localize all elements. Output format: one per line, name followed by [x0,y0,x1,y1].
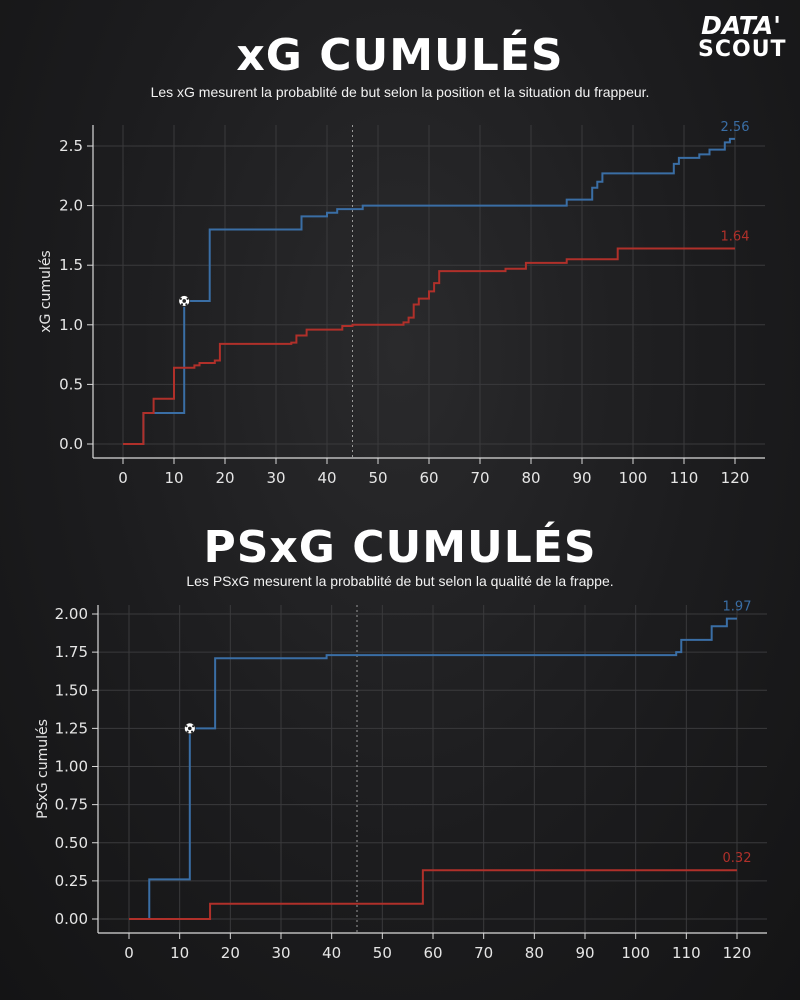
x-tick-label: 120 [723,944,752,962]
y-tick-label: 1.25 [55,719,88,737]
y-axis-label: PSxG cumulés [35,719,51,819]
end-value-label-blue: 2.56 [721,120,750,135]
x-tick-label: 120 [721,469,750,487]
series-line-red [129,869,737,920]
xg-chart-subtitle: Les xG mesurent la probablité de but sel… [150,84,650,100]
x-tick-label: 80 [525,944,544,962]
x-tick-label: 50 [373,944,392,962]
x-tick-label: 40 [322,944,341,962]
y-tick-label: 0.5 [59,375,83,393]
logo-line-2: SCOUT [698,37,787,62]
psxg-chart-subtitle: Les PSxG mesurent la probablité de but s… [186,573,614,589]
y-tick-label: 1.5 [59,256,83,274]
xg-chart-title: xG CUMULÉS [236,30,564,81]
series-line-blue [129,617,737,920]
datascout-logo: DATA' SCOUT [698,11,787,62]
x-tick-label: 50 [368,469,387,487]
x-tick-label: 110 [672,944,701,962]
end-value-label-red: 1.64 [721,230,750,245]
y-tick-label: 0.00 [55,910,88,928]
y-tick-label: 0.25 [55,872,88,890]
x-tick-label: 90 [572,469,591,487]
y-tick-label: 0.50 [55,834,88,852]
end-value-label-blue: 1.97 [723,600,752,615]
x-tick-label: 70 [474,944,493,962]
x-tick-label: 90 [575,944,594,962]
y-tick-label: 2.00 [55,605,88,623]
y-tick-label: 0.75 [55,796,88,814]
psxg-cumulative-chart: 0 10 20 30 40 50 60 70 80 90 100 110 120 0.00 0.25 0.50… [35,600,767,962]
y-tick-label: 1.00 [55,758,88,776]
x-tick-label: 0 [118,469,128,487]
xg-cumulative-chart: 0 10 20 30 40 50 60 70 80 90 100 110 120 0.0 0.5 1.0 1.5… [38,120,765,487]
x-tick-label: 20 [221,944,240,962]
x-tick-label: 20 [215,469,234,487]
x-tick-label: 80 [521,469,540,487]
x-tick-label: 30 [271,944,290,962]
x-tick-label: 0 [124,944,134,962]
x-tick-label: 100 [619,469,648,487]
x-tick-label: 10 [164,469,183,487]
x-tick-label: 30 [266,469,285,487]
y-tick-label: 0.0 [59,435,83,453]
x-tick-label: 60 [423,944,442,962]
psxg-chart-title: PSxG CUMULÉS [203,522,597,573]
football-icon [178,295,191,307]
y-axis-label: xG cumulés [38,250,54,332]
series-line-red [123,247,735,445]
logo-line-1: DATA' [701,11,781,40]
y-tick-label: 1.0 [59,316,83,334]
x-tick-label: 70 [470,469,489,487]
series-line-blue [123,137,735,445]
football-icon [183,722,196,735]
x-tick-label: 110 [670,469,699,487]
y-tick-label: 2.0 [59,197,83,215]
y-tick-label: 1.75 [55,643,88,661]
end-value-label-red: 0.32 [723,851,752,866]
y-tick-label: 1.50 [55,681,88,699]
x-tick-label: 100 [621,944,650,962]
x-tick-label: 40 [317,469,336,487]
x-tick-label: 60 [419,469,438,487]
x-tick-label: 10 [170,944,189,962]
y-tick-label: 2.5 [59,137,83,155]
